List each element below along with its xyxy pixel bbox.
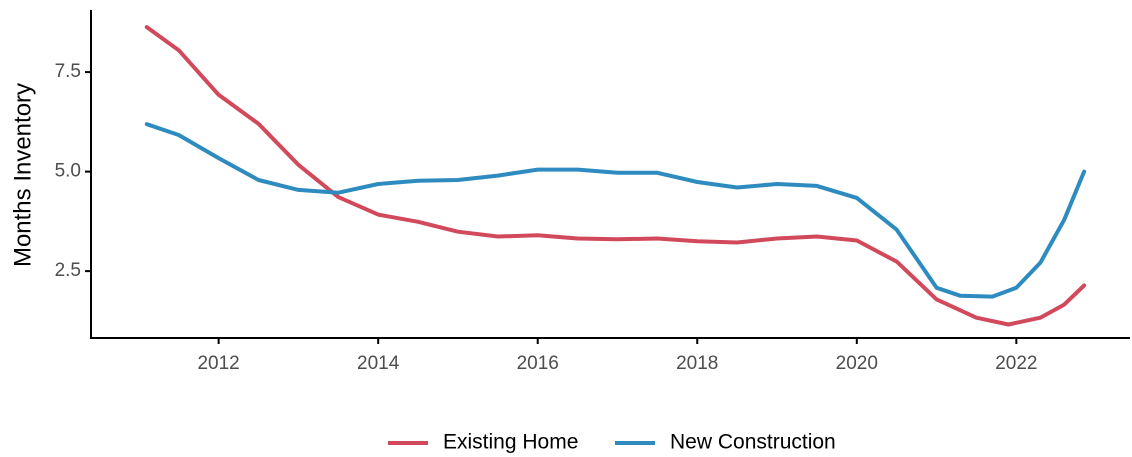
x-tick-label: 2022 [995, 353, 1037, 374]
x-tick-label: 2020 [836, 353, 878, 374]
y-tick-label: 7.5 [55, 61, 81, 82]
y-tick-label: 2.5 [55, 260, 81, 281]
x-tick-label: 2012 [197, 353, 239, 374]
series-line [144, 25, 1087, 327]
series-line [144, 122, 1087, 299]
y-axis-label: Months Inventory [9, 83, 36, 267]
x-tick-label: 2016 [517, 353, 559, 374]
legend-label: New Construction [670, 431, 836, 454]
x-tick-label: 2018 [676, 353, 718, 374]
legend-label: Existing Home [443, 431, 578, 454]
y-tick-label: 5.0 [55, 161, 81, 182]
x-tick-label: 2014 [357, 353, 400, 374]
